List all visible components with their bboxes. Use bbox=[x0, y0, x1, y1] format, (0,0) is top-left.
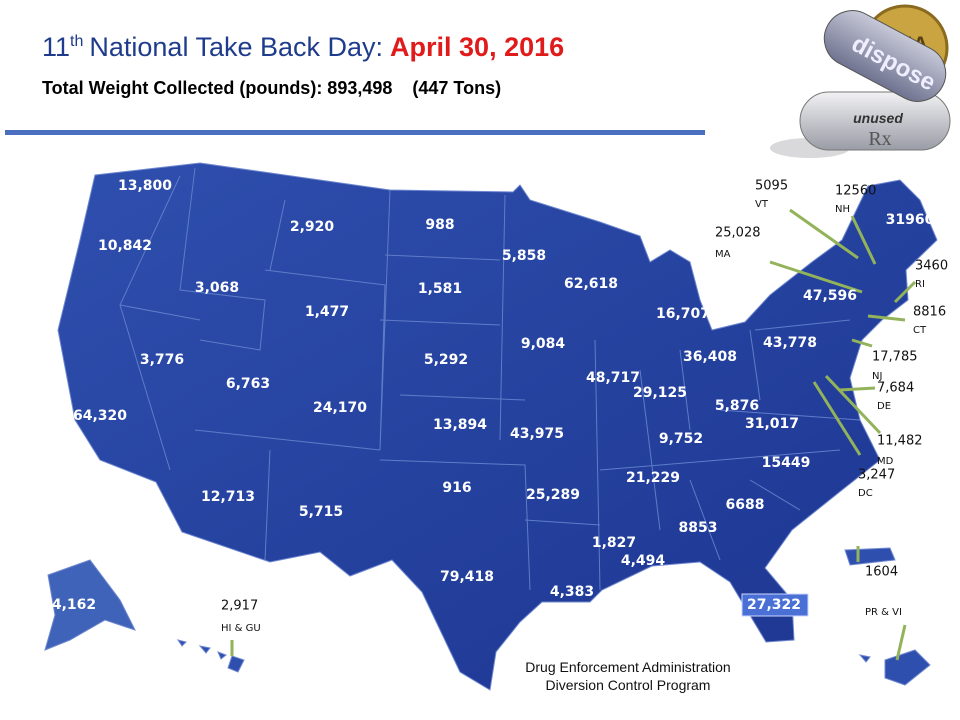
state-value: 3,068 bbox=[195, 280, 239, 296]
callout-region: PR & VI bbox=[865, 607, 902, 618]
state-value: 48,717 bbox=[586, 370, 640, 386]
virgin-islands bbox=[858, 649, 931, 686]
state-value: 3,776 bbox=[140, 352, 184, 368]
callout-region: DC bbox=[858, 488, 873, 499]
state-value: 8853 bbox=[679, 520, 718, 536]
title-rule bbox=[5, 130, 705, 135]
state-value: 64,320 bbox=[73, 408, 127, 424]
state-value: 9,752 bbox=[659, 431, 703, 447]
callout-region: DE bbox=[877, 401, 891, 412]
title-number: 11 bbox=[42, 32, 70, 62]
callout-value: 7,684 bbox=[877, 381, 914, 396]
state-value: 13,894 bbox=[433, 417, 487, 433]
state-value: 79,418 bbox=[440, 569, 494, 585]
logo: DEA dispose unused Rx bbox=[760, 0, 960, 160]
leader-line bbox=[789, 208, 859, 260]
callout-value: 3,247 bbox=[858, 468, 895, 483]
state-value: 24,170 bbox=[313, 400, 367, 416]
state-value: 5,876 bbox=[715, 398, 759, 414]
title-text: National Take Back Day: bbox=[89, 32, 383, 62]
state-value: 5,715 bbox=[299, 504, 343, 520]
title: 11th National Take Back Day: April 30, 201… bbox=[42, 32, 564, 62]
map-labels: 13,800 10,842 64,320 3,776 3,068 2,920 1,477 6,… bbox=[52, 178, 948, 634]
leader-line bbox=[824, 374, 882, 435]
callout-leaders bbox=[230, 208, 917, 661]
state-value: 6,763 bbox=[226, 376, 270, 392]
leader-line bbox=[851, 338, 873, 348]
state-value: 27,322 bbox=[747, 597, 801, 613]
state-value: 12,713 bbox=[201, 489, 255, 505]
state-value: 1,477 bbox=[305, 304, 349, 320]
state-value: 2,920 bbox=[290, 219, 335, 235]
state-value: 29,125 bbox=[633, 385, 687, 401]
callout-region: RI bbox=[915, 279, 925, 290]
title-date: April 30, 2016 bbox=[390, 32, 564, 62]
callout-value: 1604 bbox=[865, 565, 898, 580]
callout-value: 11,482 bbox=[877, 434, 923, 449]
callout-value: 12560 bbox=[835, 184, 876, 199]
leader-line bbox=[893, 280, 917, 304]
state-value: 15449 bbox=[762, 455, 811, 471]
state-value: 6688 bbox=[726, 497, 765, 513]
state-value: 1,581 bbox=[418, 281, 462, 297]
state-value: 4,383 bbox=[550, 584, 594, 600]
subtitle: Total Weight Collected (pounds): 893,498… bbox=[42, 78, 501, 98]
callout-region: VT bbox=[755, 199, 769, 210]
alaska bbox=[44, 559, 136, 651]
callout-value: 2,917 bbox=[221, 599, 258, 614]
leader-line bbox=[867, 314, 906, 322]
callout-region: NH bbox=[835, 204, 850, 215]
callout-value: 3460 bbox=[915, 259, 948, 274]
state-value: 31960 bbox=[886, 212, 935, 228]
state-value: 5,292 bbox=[424, 352, 468, 368]
title-suffix: th bbox=[70, 33, 83, 50]
state-borders bbox=[119, 167, 861, 591]
subtitle-tons: (447 Tons) bbox=[412, 78, 501, 98]
state-value: 4,162 bbox=[52, 597, 96, 613]
callout-region: NJ bbox=[872, 371, 882, 382]
leader-line bbox=[895, 624, 907, 661]
state-value: 5,858 bbox=[502, 248, 546, 264]
state-value: 988 bbox=[425, 217, 454, 233]
state-value: 4,494 bbox=[621, 553, 666, 569]
state-value: 25,289 bbox=[526, 487, 580, 503]
hawaii bbox=[176, 639, 245, 673]
subtitle-total: Total Weight Collected (pounds): 893,498 bbox=[42, 78, 392, 98]
callout-value: 25,028 bbox=[715, 226, 761, 241]
state-value: 43,778 bbox=[763, 335, 817, 351]
highlight-box bbox=[741, 593, 809, 617]
state-value: 916 bbox=[442, 480, 471, 496]
callout-region: MA bbox=[715, 249, 731, 260]
state-value: 36,408 bbox=[683, 349, 737, 365]
state-value: 47,596 bbox=[803, 288, 857, 304]
state-value: 13,800 bbox=[118, 178, 172, 194]
state-value: 16,707 bbox=[656, 306, 710, 322]
state-value: 43,975 bbox=[510, 426, 564, 442]
puerto-rico bbox=[844, 547, 896, 566]
rx-text: Rx bbox=[868, 128, 891, 150]
callout-value: 5095 bbox=[755, 179, 788, 194]
state-value: 1,827 bbox=[592, 535, 636, 551]
callout-region: MD bbox=[877, 456, 894, 467]
callout-region: CT bbox=[913, 325, 927, 336]
footer-line1: Drug Enforcement Administration bbox=[525, 659, 730, 675]
state-value: 31,017 bbox=[745, 416, 799, 432]
callout-value: 17,785 bbox=[872, 350, 918, 365]
leader-line bbox=[769, 260, 863, 294]
callout-value: 8816 bbox=[913, 305, 946, 320]
footer-line2: Diversion Control Program bbox=[546, 677, 711, 693]
leader-line bbox=[850, 215, 877, 265]
leader-line bbox=[839, 386, 876, 392]
state-value: 62,618 bbox=[564, 276, 618, 292]
leader-line bbox=[812, 381, 862, 456]
state-value: 10,842 bbox=[98, 238, 152, 254]
state-value: 9,084 bbox=[521, 336, 566, 352]
pill-bottom-text: unused bbox=[853, 110, 903, 126]
us-outline bbox=[57, 162, 938, 691]
callout-region: HI & GU bbox=[221, 623, 261, 634]
state-value: 21,229 bbox=[626, 470, 680, 486]
